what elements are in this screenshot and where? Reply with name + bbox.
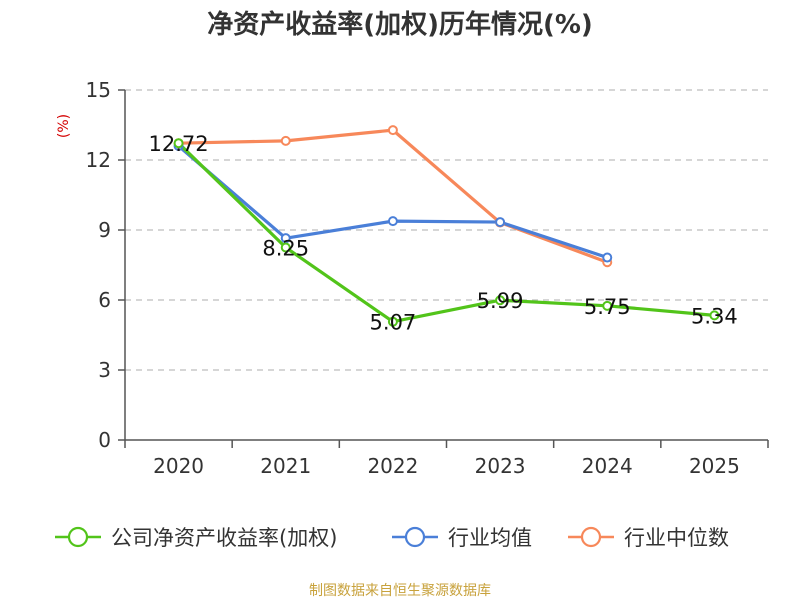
data-label: 12.72 (149, 132, 209, 156)
x-tick-label: 2020 (153, 454, 204, 478)
y-axis-unit: (%) (56, 114, 72, 138)
series-line-1 (177, 144, 608, 260)
y-tick-label: 12 (86, 148, 111, 172)
data-point-1 (602, 252, 613, 263)
grid-lines (125, 89, 768, 371)
x-tick-label: 2023 (475, 454, 526, 478)
x-tick-label: 2022 (367, 454, 418, 478)
data-label: 5.34 (691, 304, 738, 328)
source-note: 制图数据来自恒生聚源数据库 (309, 583, 491, 599)
series-points (173, 125, 720, 327)
series-line-2 (178, 128, 608, 264)
y-tick-label: 0 (98, 428, 111, 452)
data-point-0 (495, 295, 506, 306)
legend-label-2: 行业中位数 (624, 526, 729, 550)
data-point-1 (387, 216, 398, 227)
data-point-0 (173, 138, 184, 149)
legend-label-1: 行业均值 (448, 526, 532, 550)
legend-marker-icon (67, 526, 89, 548)
series-line-0 (177, 142, 715, 324)
data-label: 8.25 (262, 237, 309, 261)
y-tick-label: 15 (86, 78, 111, 102)
chart-title: 净资产收益率(加权)历年情况(%) (207, 9, 593, 40)
data-labels: 12.72 8.25 5.07 5.99 5.75 5.34 (149, 132, 738, 335)
data-point-2 (387, 125, 398, 136)
data-label: 5.75 (584, 295, 631, 319)
data-point-0 (280, 242, 291, 253)
axes: 0 3 6 9 12 15 2020 2021 2022 2023 2024 2025 (86, 78, 769, 478)
data-point-0 (387, 316, 398, 327)
y-tick-label: 9 (98, 218, 111, 242)
y-tick-label: 3 (98, 358, 111, 382)
x-tick-label: 2025 (689, 454, 740, 478)
data-point-0 (602, 300, 613, 311)
series-lines (177, 128, 715, 324)
x-tick-label: 2021 (260, 454, 311, 478)
data-point-0 (709, 310, 720, 321)
data-label: 5.99 (477, 289, 524, 313)
legend: 公司净资产收益率(加权) 行业均值 行业中位数 (55, 526, 729, 550)
data-point-1 (280, 233, 291, 244)
legend-marker-icon (580, 526, 602, 548)
data-point-2 (280, 135, 291, 146)
legend-label-0: 公司净资产收益率(加权) (111, 526, 337, 550)
data-label: 5.07 (370, 311, 417, 335)
legend-marker-icon (404, 526, 426, 548)
x-tick-label: 2024 (582, 454, 633, 478)
data-point-1 (495, 217, 506, 228)
y-tick-label: 6 (98, 288, 111, 312)
